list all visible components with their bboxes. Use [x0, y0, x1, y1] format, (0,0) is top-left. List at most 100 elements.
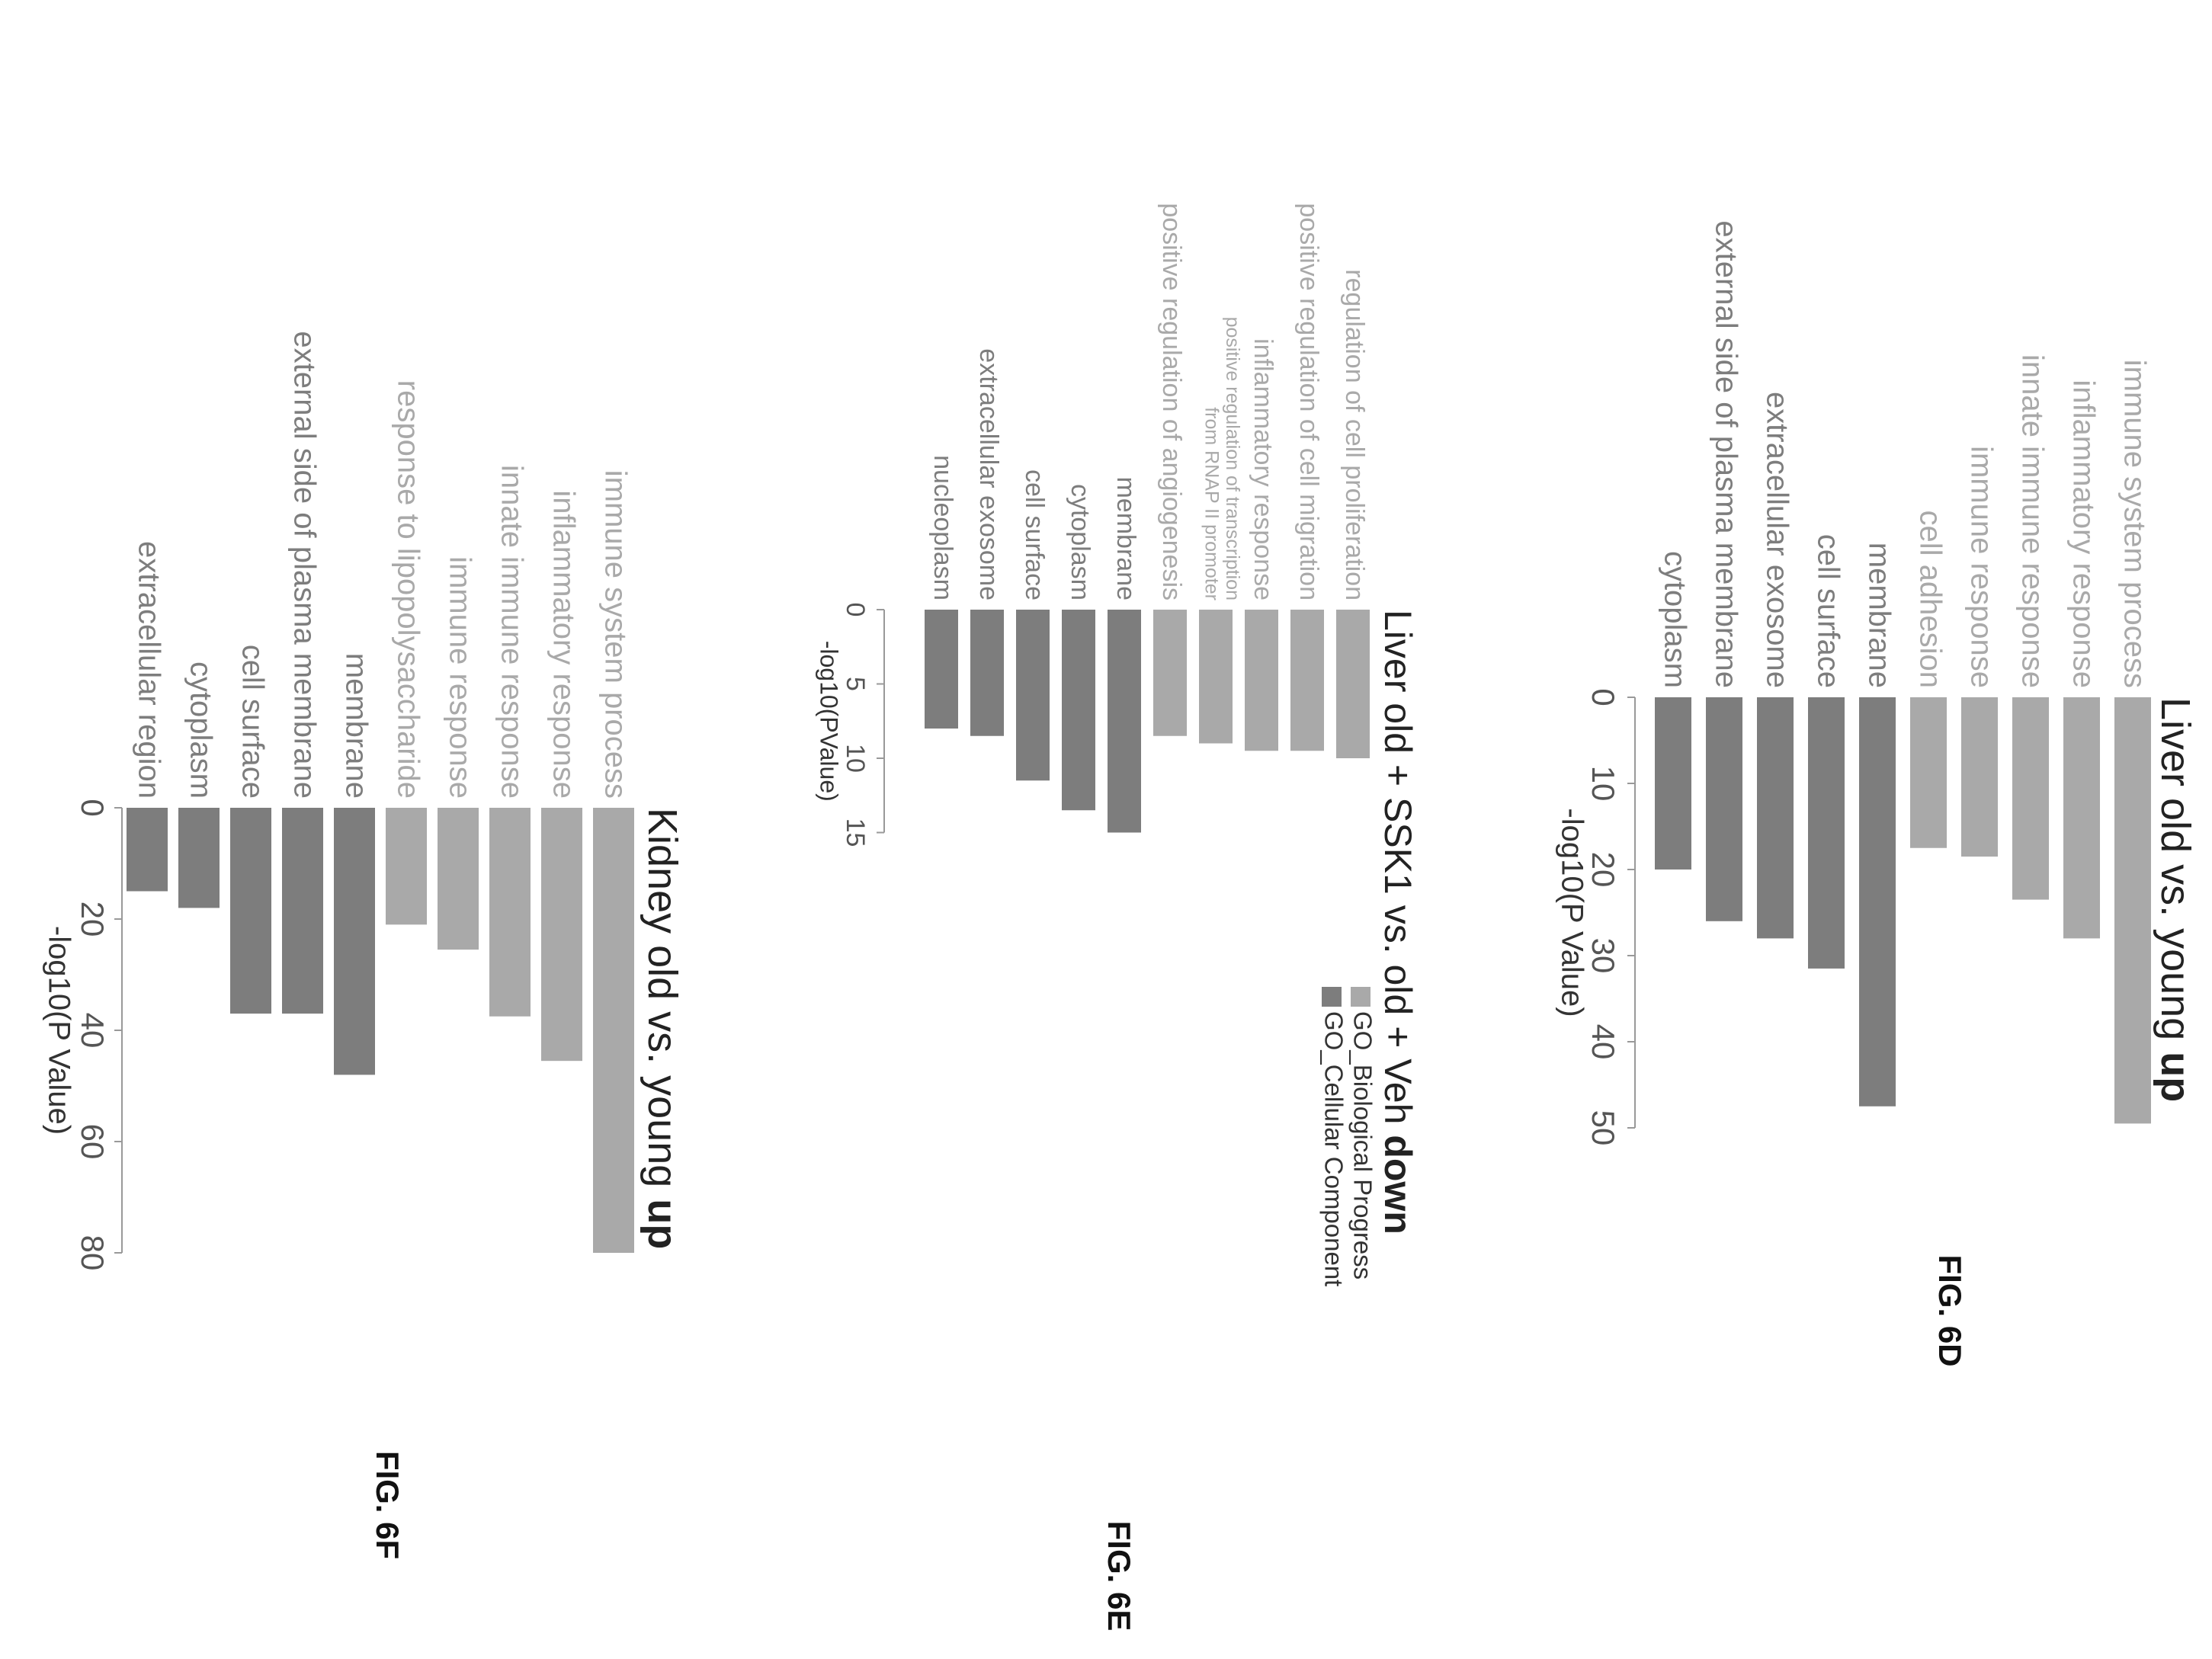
tick-label: 40 — [75, 1013, 111, 1049]
category-label: positive regulation of transcriptionfrom… — [1201, 317, 1243, 601]
chart-title-main: Liver old + SSK1 vs. old + Veh — [1377, 610, 1419, 1135]
tick-label: 0 — [841, 603, 870, 617]
bar — [438, 808, 479, 950]
chart-title-main: Liver old vs. young — [2153, 697, 2198, 1052]
bar — [1245, 610, 1278, 751]
category-label: external side of plasma membrane — [1709, 220, 1742, 688]
category-label: inflammatory response — [547, 490, 580, 799]
bar — [127, 808, 168, 892]
tick-label: 0 — [1585, 688, 1621, 706]
tick-label: 80 — [75, 1235, 111, 1271]
category-label: extracellular exosome — [974, 348, 1003, 601]
category-label: membrane — [1111, 476, 1140, 601]
category-label: membrane — [1862, 543, 1896, 688]
category-label: inflammatory response — [1249, 338, 1278, 601]
figure-label: FIG. 6F — [370, 1451, 406, 1559]
bar — [2012, 697, 2049, 900]
category-label: cytoplasm — [184, 661, 217, 799]
category-label: innate immune response — [2015, 354, 2049, 688]
category-label: regulation of cell proliferation — [1340, 269, 1369, 601]
x-axis-title: -log10(PValue) — [816, 641, 843, 802]
chart-title-bold: down — [1377, 1135, 1419, 1235]
tick-label: 30 — [1585, 938, 1621, 974]
category-label: cytoplasm — [1066, 484, 1095, 601]
category-label: immune system process — [2117, 360, 2151, 688]
category-label: positive regulation of angiogenesis — [1157, 203, 1186, 601]
bar — [334, 808, 375, 1075]
tick-label: 60 — [75, 1124, 111, 1160]
chart-title-main: Kidney old vs. young — [640, 808, 685, 1199]
category-label: external side of plasma membrane — [287, 331, 321, 799]
category-label: innate immune response — [495, 465, 528, 799]
bar — [1336, 610, 1370, 758]
category-label: immune response — [443, 556, 476, 799]
bar — [1706, 697, 1742, 921]
bar — [970, 610, 1004, 736]
bar — [1108, 610, 1141, 833]
category-label: inflammatory response — [2066, 380, 2100, 688]
bar — [925, 610, 958, 729]
category-label: response to lipopolysaccharide — [391, 380, 425, 799]
category-label: membrane — [339, 653, 373, 799]
figure-label: FIG. 6D — [1932, 1254, 1968, 1366]
category-label: positive regulation of cell migration — [1294, 203, 1323, 601]
figure-label: FIG. 6E — [1101, 1521, 1137, 1632]
category-label: nucleoplasm — [928, 455, 957, 601]
bar — [1910, 697, 1947, 848]
category-label: extracellular exosome — [1760, 392, 1794, 688]
bar — [1062, 610, 1095, 811]
tick-label: 10 — [841, 744, 870, 773]
bar — [2114, 697, 2151, 1124]
legend-swatch — [1351, 987, 1370, 1007]
bar — [1016, 610, 1050, 781]
bar — [1808, 697, 1845, 969]
tick-label: 0 — [75, 799, 111, 816]
bar — [1199, 610, 1233, 744]
category-label: cell adhesion — [1913, 511, 1947, 689]
category-label: extracellular region — [132, 541, 165, 799]
tick-label: 15 — [841, 818, 870, 847]
category-label: immune system process — [598, 470, 632, 799]
category-label: immune response — [1964, 446, 1998, 688]
chart-title: Liver old + SSK1 vs. old + Veh down — [1377, 610, 1419, 1235]
bar — [386, 808, 427, 925]
chart-title: Liver old vs. young up — [2153, 697, 2198, 1102]
category-label: cell surface — [1811, 534, 1845, 688]
chart-title: Kidney old vs. young up — [640, 808, 685, 1249]
bar — [1757, 697, 1794, 939]
legend-label: GO_Cellular Component — [1319, 1011, 1348, 1286]
legend-label: GO_Biological Progress — [1348, 1011, 1377, 1279]
category-label: cell surface — [1020, 469, 1049, 601]
chart-3: 0 20 40 60 80 -log10(P Value) immune system pr… — [42, 331, 684, 1559]
bar — [541, 808, 582, 1062]
legend-swatch — [1322, 987, 1342, 1007]
bar — [282, 808, 323, 1014]
bar — [1290, 610, 1324, 751]
bar — [230, 808, 271, 1014]
x-axis-title: -log10(P Value) — [42, 926, 75, 1135]
x-axis-title: -log10(P Value) — [1555, 808, 1588, 1017]
chart-title-bold: up — [640, 1199, 685, 1249]
bar — [593, 808, 634, 1253]
tick-label: 50 — [1585, 1110, 1621, 1146]
tick-label: 20 — [1585, 852, 1621, 888]
chart-2: 0 5 10 15 -log10(PValue) regulation of cell p… — [816, 203, 1419, 1631]
bar — [1153, 610, 1187, 736]
bar — [2063, 697, 2100, 939]
bar — [178, 808, 220, 908]
category-label: cell surface — [236, 645, 269, 799]
bar — [1961, 697, 1998, 857]
bar — [489, 808, 531, 1017]
tick-label: 5 — [841, 677, 870, 691]
category-label: cytoplasm — [1658, 551, 1691, 688]
bar — [1655, 697, 1691, 870]
bar — [1859, 697, 1896, 1107]
tick-label: 40 — [1585, 1024, 1621, 1060]
chart-1: 0 10 20 30 40 50 -log10(P Value) immune system … — [1555, 220, 2198, 1366]
chart-title-bold: up — [2153, 1052, 2198, 1102]
tick-label: 10 — [1585, 766, 1621, 802]
tick-label: 20 — [75, 902, 111, 937]
